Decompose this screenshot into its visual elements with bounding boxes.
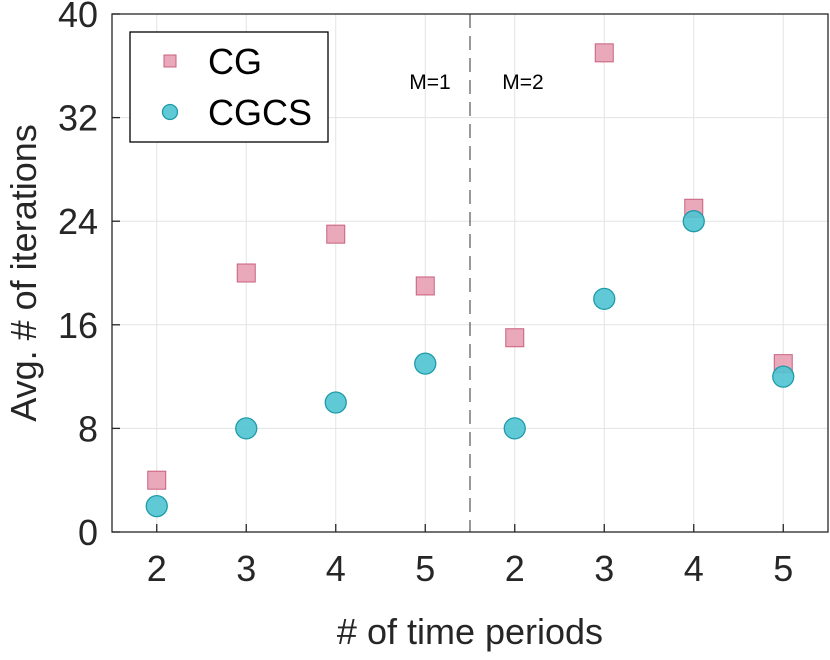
x-axis-label: # of time periods xyxy=(337,611,603,652)
x-tick-label: 3 xyxy=(236,548,256,589)
annotation-m1: M=1 xyxy=(409,71,450,94)
plot-frame xyxy=(111,13,829,533)
marker-cg-4 xyxy=(505,328,525,348)
marker-cgcs-3 xyxy=(414,352,437,375)
x-tick-label: 4 xyxy=(684,548,704,589)
marker-cgcs-7 xyxy=(772,365,795,388)
y-tick-label: 24 xyxy=(58,201,98,242)
legend-label-cg: CG xyxy=(208,41,262,82)
marker-cg-2 xyxy=(326,224,346,244)
y-tick-label: 32 xyxy=(58,98,98,139)
x-tick-label: 2 xyxy=(147,548,167,589)
x-tick-label: 4 xyxy=(326,548,346,589)
marker-cgcs-5 xyxy=(593,287,616,311)
y-tick-label: 8 xyxy=(78,408,98,449)
legend-circle xyxy=(161,103,179,121)
legend-box xyxy=(129,31,329,143)
x-tick-label: 5 xyxy=(415,548,435,589)
legend-marker-cgcs xyxy=(161,103,179,121)
legend: CG CGCS xyxy=(129,31,329,143)
marker-cg-1 xyxy=(236,263,256,283)
x-tick-label: 5 xyxy=(773,548,793,589)
x-tick-labels: 2 3 4 5 2 3 4 5 xyxy=(147,524,793,589)
marker-cgcs-1 xyxy=(235,417,258,440)
legend-label-cgcs: CGCS xyxy=(208,92,312,133)
data-markers xyxy=(145,43,795,518)
legend-marker-cg xyxy=(163,54,177,68)
legend-square xyxy=(163,54,177,68)
annotation-m2: M=2 xyxy=(502,71,543,94)
marker-cgcs-6 xyxy=(682,210,705,233)
marker-cgcs-4 xyxy=(503,417,526,440)
y-tick-labels: 0 8 16 24 32 40 xyxy=(58,0,120,553)
y-axis-label: Avg. # of iterations xyxy=(3,124,44,422)
x-tick-label: 3 xyxy=(594,548,614,589)
marker-cg-5 xyxy=(594,43,614,63)
marker-cgcs-2 xyxy=(324,391,347,414)
y-tick-label: 0 xyxy=(78,512,98,553)
marker-cg-3 xyxy=(415,276,435,296)
marker-cg-0 xyxy=(147,470,167,490)
marker-cgcs-0 xyxy=(145,494,168,518)
x-tick-label: 2 xyxy=(505,548,525,589)
y-tick-label: 40 xyxy=(58,0,98,35)
y-tick-label: 16 xyxy=(58,305,98,346)
